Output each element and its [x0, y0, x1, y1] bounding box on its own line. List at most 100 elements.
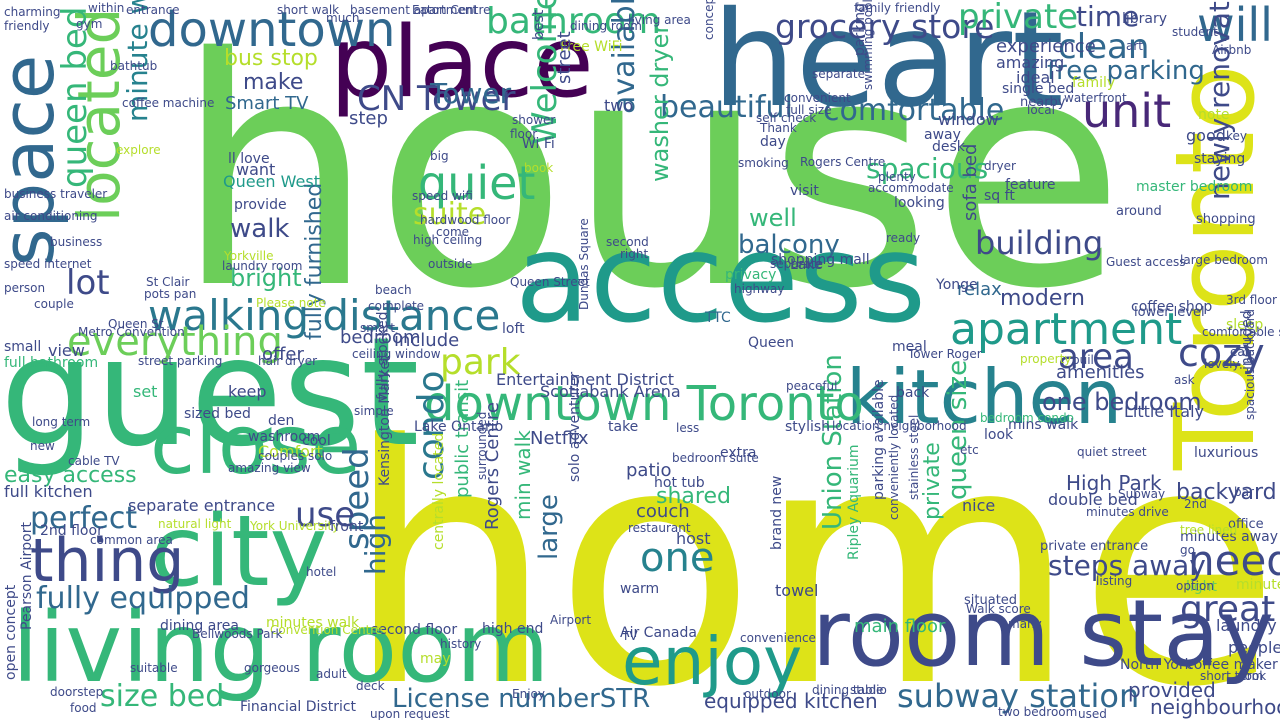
cloud-word: etc	[960, 443, 979, 457]
cloud-word: access	[515, 208, 927, 350]
cloud-word: separate entrance	[128, 496, 276, 515]
cloud-word: provided	[1128, 678, 1216, 702]
cloud-word: cool	[302, 433, 331, 449]
cloud-word: area	[1058, 337, 1134, 377]
cloud-word: CN Tower	[357, 79, 516, 119]
cloud-word: step	[349, 108, 388, 129]
cloud-word: grocery store	[775, 7, 995, 46]
cloud-word: short walk	[277, 3, 340, 17]
cloud-word: self check	[756, 111, 817, 125]
cloud-word: included	[1239, 310, 1255, 370]
cloud-word: feature	[1005, 177, 1056, 193]
cloud-word: location neighborhood	[832, 419, 967, 433]
cloud-word: shopping mall	[771, 252, 870, 268]
cloud-word: relax	[957, 279, 1002, 300]
cloud-word: Comfort	[258, 442, 323, 461]
cloud-word: Thank	[760, 121, 797, 135]
cloud-word: free parking	[1047, 56, 1205, 86]
cloud-word: surrounded	[475, 411, 489, 480]
cloud-word: hardwood floor	[420, 213, 511, 227]
cloud-word: minutes away	[1180, 529, 1279, 545]
cloud-word: private	[958, 0, 1079, 37]
cloud-word: dining area	[160, 618, 239, 634]
cloud-word: subway station	[897, 677, 1140, 715]
cloud-word: high ceiling	[413, 233, 483, 247]
cloud-word: friendly	[4, 19, 50, 33]
cloud-word: solo adventurer	[567, 371, 583, 482]
cloud-word: downtown	[148, 2, 396, 58]
cloud-word: will	[1197, 0, 1273, 52]
cloud-word: ideal	[1016, 68, 1055, 87]
cloud-word: tree lined	[1180, 523, 1238, 537]
cloud-word: desk	[932, 139, 965, 155]
cloud-word: Guest access	[1106, 255, 1186, 269]
cloud-word: private entrance	[1040, 539, 1149, 554]
cloud-word: easy access	[4, 463, 137, 488]
cloud-word: cable TV	[68, 454, 120, 468]
cloud-word: main floor	[854, 616, 946, 637]
cloud-word: TTC	[705, 310, 731, 326]
cloud-word: St Clair	[146, 275, 190, 289]
cloud-word: High Park	[1066, 471, 1162, 495]
cloud-word: city	[150, 495, 328, 609]
cloud-word: master bedroom	[1136, 179, 1253, 195]
cloud-word: studio	[850, 683, 887, 697]
cloud-word: conveniently located	[887, 394, 901, 520]
cloud-word: 3rd floor	[1226, 293, 1277, 307]
cloud-word: Queen Street	[510, 275, 590, 289]
cloud-word: light	[1186, 579, 1218, 595]
cloud-word: Rogers Centre	[800, 155, 886, 169]
cloud-word: built	[1072, 353, 1099, 367]
cloud-word: best	[531, 9, 547, 40]
cloud-word: separate	[812, 67, 865, 81]
cloud-word: waterfront	[1064, 91, 1127, 105]
cloud-word: suite	[413, 197, 487, 232]
cloud-word: washroom	[248, 429, 321, 445]
cloud-word: listing	[1096, 574, 1133, 588]
cloud-word: min walk	[511, 430, 535, 520]
cloud-word: Queen West	[223, 172, 320, 191]
cloud-word: art	[1126, 39, 1143, 53]
cloud-word: within	[88, 1, 125, 15]
cloud-word: Ripley Aquarium	[846, 444, 862, 560]
cloud-word: coffee machine	[122, 96, 215, 110]
cloud-word: house	[175, 0, 1125, 358]
cloud-word: comfortable	[823, 93, 1005, 128]
cloud-word: backyard	[1176, 480, 1277, 505]
cloud-word: take	[608, 419, 639, 435]
cloud-word: living room	[12, 592, 550, 704]
cloud-word: walk	[230, 214, 290, 244]
cloud-word: minute	[1236, 577, 1280, 593]
cloud-word: need	[1188, 536, 1280, 585]
cloud-word: Dundas Square	[577, 218, 591, 310]
cloud-word: dryer	[984, 159, 1016, 173]
cloud-word: shopping	[1196, 212, 1256, 227]
cloud-word: shower	[512, 113, 556, 127]
cloud-word: full size	[786, 103, 832, 117]
cloud-word: amenities	[1056, 362, 1145, 383]
cloud-word: long term	[32, 415, 91, 429]
cloud-word: brand new	[769, 475, 785, 550]
cloud-word: beautiful	[660, 90, 793, 125]
cloud-word: include	[394, 330, 460, 351]
cloud-word: eat	[1230, 345, 1250, 359]
cloud-word: warm	[620, 581, 660, 597]
cloud-word: stainless steel	[907, 414, 921, 500]
cloud-word: sq ft	[984, 188, 1015, 204]
cloud-word: hotel	[306, 565, 337, 579]
cloud-word: place	[330, 6, 594, 120]
cloud-word: property	[1020, 352, 1072, 366]
cloud-word: Scotiabank Arena	[540, 382, 681, 401]
cloud-word: charming	[4, 5, 61, 19]
cloud-word: good	[1186, 126, 1226, 145]
cloud-word: Free WiFi	[560, 39, 623, 55]
cloud-word: Queen St	[108, 317, 164, 331]
cloud-word: Lake Ontario	[414, 419, 504, 435]
cloud-word: Please note	[256, 296, 326, 310]
cloud-word: away	[924, 127, 961, 143]
cloud-word: Convention Centre	[270, 623, 383, 637]
cloud-word: hair dryer	[258, 354, 318, 368]
cloud-word: ask	[1174, 373, 1195, 387]
cloud-word: person	[4, 281, 46, 295]
cloud-word: front	[330, 519, 364, 535]
